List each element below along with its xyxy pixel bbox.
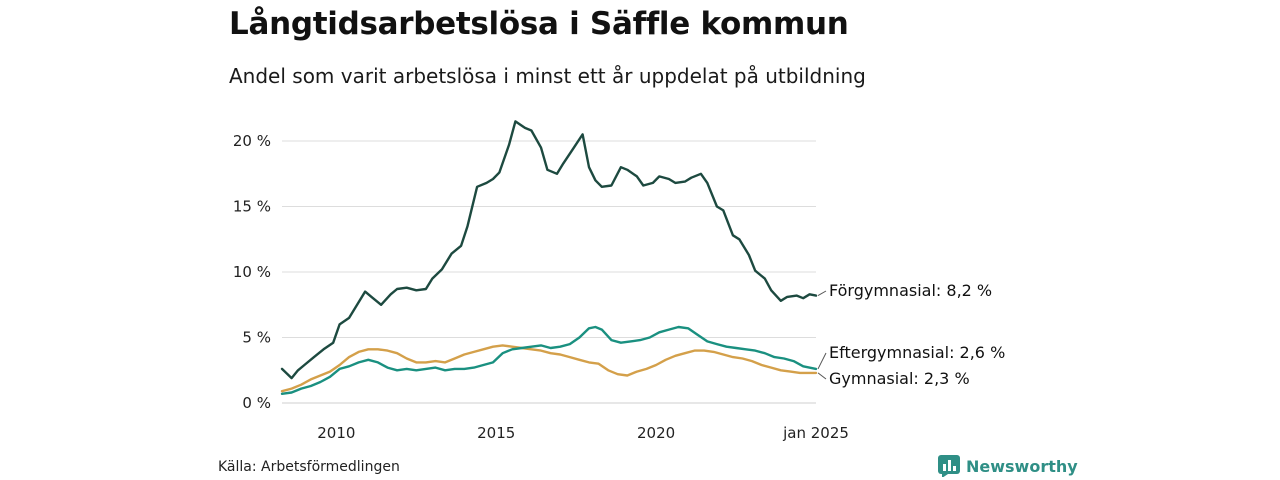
x-tick-label: 2010 [317,424,355,442]
newsworthy-icon [938,455,960,477]
brand-logo: Newsworthy [938,455,1078,477]
x-tick-label: 2015 [477,424,515,442]
chart-subtitle: Andel som varit arbetslösa i minst ett å… [229,64,866,88]
y-axis-ticks: 0 % 5 % 10 % 15 % 20 % [233,132,271,412]
label-leader-line [817,372,827,380]
y-tick-label: 20 % [233,132,271,150]
source-note: Källa: Arbetsförmedlingen [218,459,400,475]
series-end-label: Förgymnasial: 8,2 % [829,281,992,300]
series-end-label: Eftergymnasial: 2,6 % [829,343,1005,362]
series-labels: Förgymnasial: 8,2 % Eftergymnasial: 2,6 %… [817,281,1005,388]
y-tick-label: 5 % [242,329,271,347]
grid-lines [282,140,816,404]
series-line-förgymnasial [280,120,818,380]
series-line-eftergymnasial [280,325,818,395]
chart-title: Långtidsarbetslösa i Säffle kommun [229,6,849,42]
series-line-gymnasial [280,344,818,393]
y-tick-label: 15 % [233,198,271,216]
x-tick-label: 2020 [637,424,675,442]
y-tick-label: 10 % [233,263,271,281]
series-lines [280,120,818,395]
label-leader-line [817,352,827,370]
label-leader-line [817,290,827,297]
x-tick-label: jan 2025 [782,424,849,442]
brand-name: Newsworthy [966,456,1078,476]
series-end-label: Gymnasial: 2,3 % [829,369,970,388]
y-tick-label: 0 % [242,394,271,412]
x-axis-ticks: 2010 2015 2020 jan 2025 [317,424,849,442]
